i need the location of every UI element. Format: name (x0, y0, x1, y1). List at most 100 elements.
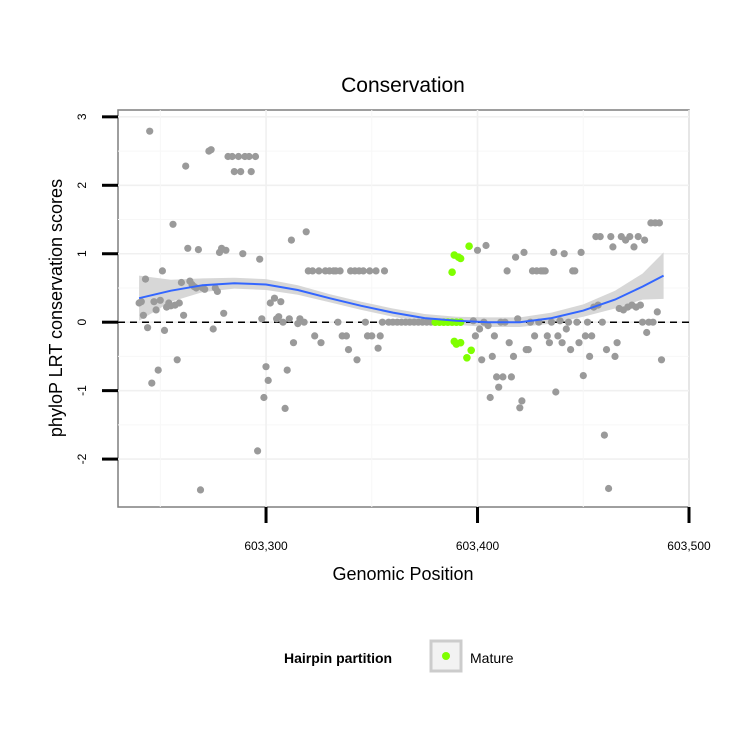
data-point (207, 146, 215, 154)
data-point (302, 228, 310, 236)
data-point (281, 404, 289, 412)
y-axis-title: phyloP LRT conservation scores (46, 179, 66, 437)
data-point (493, 373, 501, 381)
data-point (583, 318, 592, 326)
y-tick-label: -1 (75, 385, 89, 396)
data-point (344, 346, 353, 354)
data-point (230, 168, 238, 176)
axes: -2 -1 0 1 2 3 603,300 603,400 603,500 (75, 113, 711, 553)
data-point (638, 318, 647, 326)
y-tick-label: 0 (75, 319, 89, 326)
legend-title: Hairpin partition (284, 650, 392, 666)
data-point (577, 248, 585, 256)
data-point (342, 332, 350, 340)
x-tick-label: 603,500 (667, 539, 711, 553)
x-tick-label: 603,400 (456, 539, 500, 553)
data-point-mature (463, 354, 471, 362)
legend: Hairpin partition Mature (284, 639, 514, 673)
data-point (630, 243, 638, 251)
data-point (256, 255, 264, 263)
data-point (152, 306, 160, 314)
data-point (175, 299, 183, 307)
data-point (556, 317, 564, 325)
data-point (490, 332, 498, 340)
data-point (196, 486, 205, 494)
data-point (182, 162, 190, 170)
data-point (554, 332, 562, 340)
data-point (194, 246, 202, 254)
data-point (613, 339, 621, 347)
data-point (499, 373, 507, 381)
data-point (372, 267, 380, 275)
y-tick-label: 1 (75, 250, 89, 257)
data-point (359, 267, 367, 275)
data-point (602, 346, 611, 354)
data-point (567, 346, 575, 354)
data-point (649, 318, 657, 326)
data-point (234, 152, 243, 161)
data-point (495, 383, 503, 391)
data-point (541, 267, 549, 275)
data-point (607, 233, 615, 241)
legend-key-mature (442, 652, 450, 660)
data-point (514, 315, 522, 323)
data-point (275, 313, 283, 321)
data-point (311, 332, 319, 340)
data-point (144, 324, 152, 332)
data-point (378, 318, 386, 326)
data-point (283, 366, 291, 374)
data-point (237, 168, 245, 176)
other-points-layer (135, 127, 666, 494)
data-point (334, 318, 342, 326)
data-point (180, 311, 188, 319)
data-point (222, 246, 230, 254)
data-point (509, 352, 518, 360)
data-point (300, 318, 308, 326)
data-point (184, 244, 192, 252)
data-point (317, 339, 325, 347)
data-point (550, 248, 558, 256)
data-point (611, 352, 619, 360)
data-point (598, 318, 606, 326)
data-point (586, 352, 594, 360)
data-point (380, 267, 389, 275)
data-point (609, 243, 617, 251)
y-tick-label: 3 (75, 113, 89, 120)
data-point (511, 253, 520, 261)
data-point (376, 332, 384, 340)
data-point (289, 339, 298, 347)
data-point (160, 326, 169, 334)
data-point (482, 241, 490, 250)
legend-key-box (429, 639, 463, 673)
data-point (266, 299, 274, 307)
data-point (361, 318, 369, 326)
data-point (228, 152, 236, 161)
data-point (209, 325, 217, 333)
data-point (643, 328, 651, 337)
data-point-mature (465, 242, 473, 250)
data-point (239, 250, 247, 258)
data-point (524, 346, 532, 354)
data-point (169, 220, 177, 228)
smooth-line (138, 274, 665, 324)
data-point (315, 267, 323, 275)
data-point (503, 267, 511, 275)
chart-title: Conservation (341, 74, 465, 97)
data-point (213, 287, 221, 295)
data-point (600, 431, 609, 439)
data-point (657, 356, 666, 364)
data-point (558, 339, 566, 347)
data-point (247, 168, 255, 176)
data-point (562, 325, 570, 333)
x-axis-title: Genomic Position (332, 564, 473, 584)
y-tick-label: 2 (75, 182, 89, 189)
data-point (655, 219, 664, 227)
data-point (478, 356, 486, 364)
data-point (545, 339, 554, 347)
data-point (573, 318, 581, 326)
data-point (579, 372, 587, 380)
data-point (177, 278, 185, 287)
data-point (262, 363, 270, 371)
data-point (575, 339, 583, 347)
